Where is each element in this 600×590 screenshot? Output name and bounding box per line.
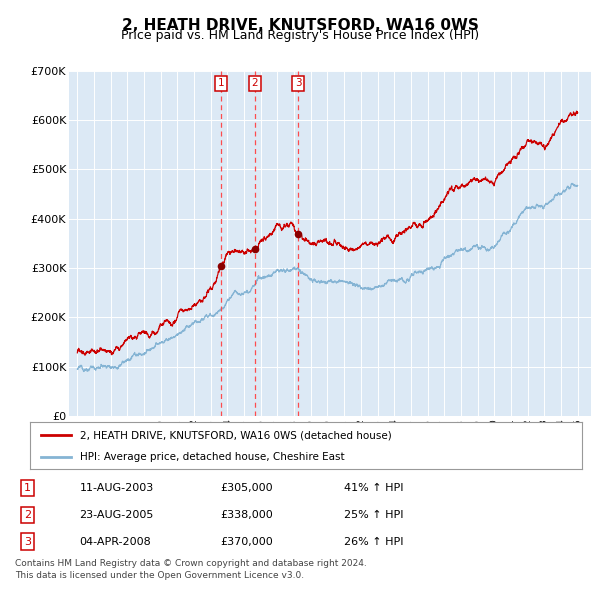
Text: 26% ↑ HPI: 26% ↑ HPI — [344, 536, 404, 546]
Text: 2: 2 — [251, 78, 258, 88]
Text: £338,000: £338,000 — [221, 510, 274, 520]
Text: HPI: Average price, detached house, Cheshire East: HPI: Average price, detached house, Ches… — [80, 453, 344, 462]
Text: 3: 3 — [295, 78, 302, 88]
Text: Contains HM Land Registry data © Crown copyright and database right 2024.: Contains HM Land Registry data © Crown c… — [15, 559, 367, 568]
Text: £370,000: £370,000 — [221, 536, 274, 546]
Text: 2: 2 — [24, 510, 31, 520]
Text: 3: 3 — [24, 536, 31, 546]
Text: This data is licensed under the Open Government Licence v3.0.: This data is licensed under the Open Gov… — [15, 571, 304, 579]
Text: Price paid vs. HM Land Registry's House Price Index (HPI): Price paid vs. HM Land Registry's House … — [121, 30, 479, 42]
Text: 25% ↑ HPI: 25% ↑ HPI — [344, 510, 404, 520]
Text: £305,000: £305,000 — [221, 483, 273, 493]
Text: 1: 1 — [24, 483, 31, 493]
Text: 41% ↑ HPI: 41% ↑ HPI — [344, 483, 404, 493]
Text: 04-APR-2008: 04-APR-2008 — [79, 536, 151, 546]
Text: 1: 1 — [218, 78, 224, 88]
Text: 2, HEATH DRIVE, KNUTSFORD, WA16 0WS: 2, HEATH DRIVE, KNUTSFORD, WA16 0WS — [122, 18, 478, 32]
Text: 2, HEATH DRIVE, KNUTSFORD, WA16 0WS (detached house): 2, HEATH DRIVE, KNUTSFORD, WA16 0WS (det… — [80, 430, 391, 440]
Text: 23-AUG-2005: 23-AUG-2005 — [79, 510, 154, 520]
Text: 11-AUG-2003: 11-AUG-2003 — [79, 483, 154, 493]
